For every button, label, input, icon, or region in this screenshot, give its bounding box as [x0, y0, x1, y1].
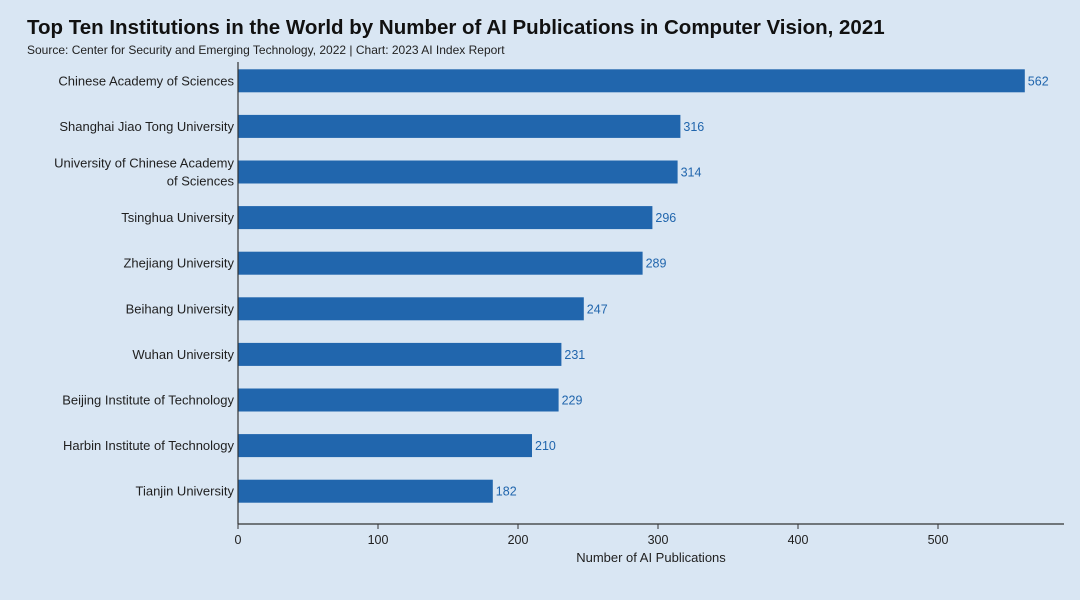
chart-title: Top Ten Institutions in the World by Num…	[27, 16, 885, 39]
bar	[238, 434, 532, 458]
value-label: 314	[681, 166, 702, 180]
category-label: Tsinghua University	[121, 210, 234, 225]
value-label: 289	[646, 257, 667, 271]
bar	[238, 342, 562, 366]
value-label: 210	[535, 439, 556, 453]
category-label: Chinese Academy of Sciences	[58, 73, 234, 88]
value-label: 229	[562, 394, 583, 408]
x-tick-label: 100	[368, 533, 389, 547]
chart-source: Source: Center for Security and Emerging…	[27, 43, 505, 57]
category-label: Shanghai Jiao Tong University	[59, 119, 234, 134]
bar	[238, 388, 559, 412]
bar	[238, 160, 678, 184]
value-label: 247	[587, 302, 608, 316]
category-label: Beihang University	[126, 301, 235, 316]
value-label: 182	[496, 485, 517, 499]
category-label: Beijing Institute of Technology	[62, 393, 234, 408]
value-label: 316	[683, 120, 704, 134]
bar	[238, 479, 493, 503]
x-tick-label: 200	[508, 533, 529, 547]
category-label: of Sciences	[167, 174, 235, 189]
category-label: University of Chinese Academy	[54, 156, 234, 171]
bar	[238, 69, 1025, 93]
category-label: Harbin Institute of Technology	[63, 438, 235, 453]
category-label: Wuhan University	[132, 347, 234, 362]
x-tick-label: 400	[788, 533, 809, 547]
bar	[238, 297, 584, 321]
x-tick-label: 300	[648, 533, 669, 547]
bar	[238, 114, 681, 138]
x-tick-label: 0	[235, 533, 242, 547]
category-label: Zhejiang University	[123, 256, 234, 271]
value-label: 562	[1028, 74, 1049, 88]
bar	[238, 251, 643, 275]
value-label: 231	[564, 348, 585, 362]
category-label: Tianjin University	[136, 484, 235, 499]
bar	[238, 206, 653, 230]
x-axis-title: Number of AI Publications	[576, 550, 726, 565]
x-tick-label: 500	[928, 533, 949, 547]
value-label: 296	[655, 211, 676, 225]
